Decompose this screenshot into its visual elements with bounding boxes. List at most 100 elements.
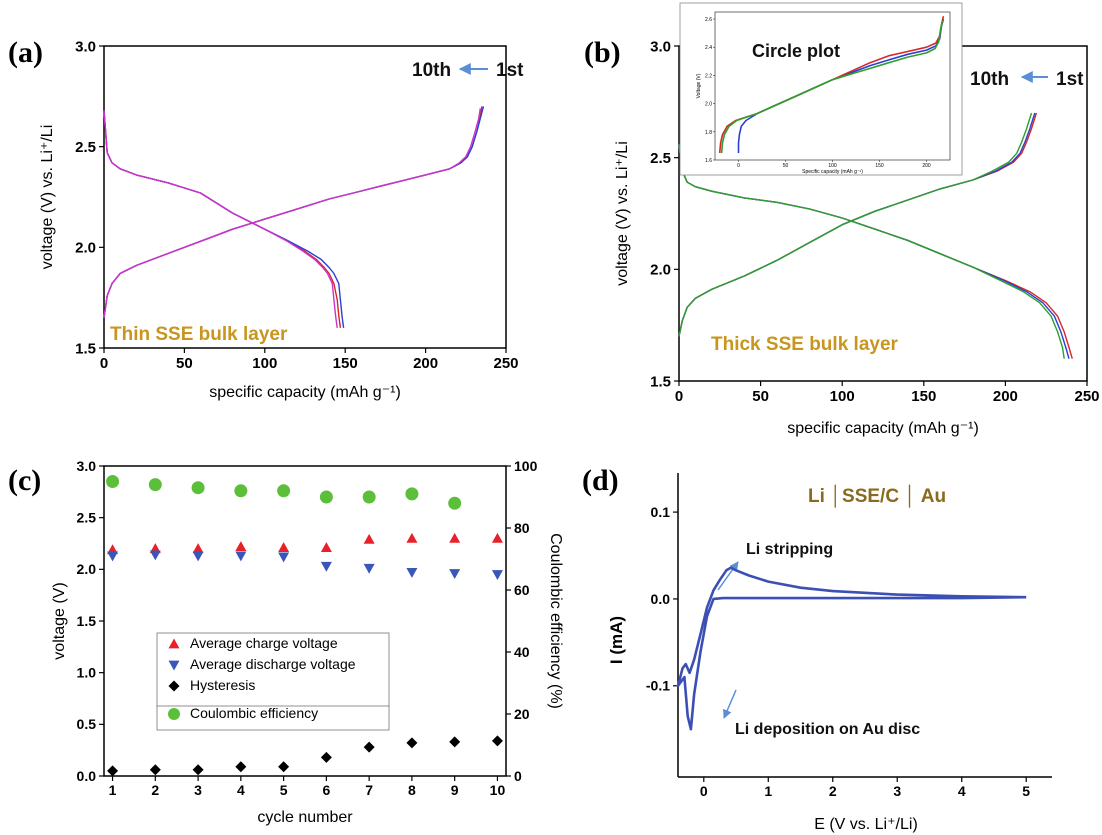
inset-background bbox=[679, 2, 963, 176]
panel-b-x-tick-label: 100 bbox=[830, 388, 855, 405]
panel-a-charge-line bbox=[103, 106, 483, 318]
panel-c-point-triangle-down bbox=[363, 563, 375, 574]
panel-c-y-tick-label: 0.5 bbox=[77, 716, 97, 732]
panel-c-y2-tick-label: 20 bbox=[514, 706, 530, 722]
panel-c-point-triangle-down bbox=[320, 561, 332, 572]
panel-c-point-triangle-up bbox=[449, 532, 461, 543]
panel-d-y-label: I (mA) bbox=[607, 616, 626, 664]
panel-b-x-tick-label: 50 bbox=[752, 388, 769, 405]
panel-b-y-tick-label: 1.5 bbox=[650, 373, 671, 390]
panel-c-point-diamond bbox=[406, 737, 418, 749]
panel-c-x-label: cycle number bbox=[257, 809, 353, 826]
panel-c-y2-tick-label: 60 bbox=[514, 582, 530, 598]
panel-c-point-triangle-down bbox=[235, 551, 247, 562]
inset-y-tick-label: 2.0 bbox=[705, 102, 712, 108]
inset-y-label: Voltage (V) bbox=[696, 73, 702, 98]
panel-c-x-tick-label: 1 bbox=[109, 782, 117, 798]
panel-c-point-diamond bbox=[363, 741, 375, 753]
inset-x-tick-label: 200 bbox=[922, 163, 931, 169]
panel-d-x-tick-label: 5 bbox=[1022, 783, 1030, 799]
panel-a-charge-line bbox=[103, 106, 485, 318]
panel-a-discharge-line bbox=[103, 110, 338, 328]
panel-c-point-triangle-down bbox=[107, 551, 119, 562]
panel-d-x-tick-label: 0 bbox=[700, 783, 708, 799]
panel-b-letter: (b) bbox=[584, 36, 621, 69]
panel-c-point-triangle-up bbox=[192, 543, 204, 554]
inset-x-tick-label: 0 bbox=[737, 163, 740, 169]
panel-d-stripping-label: Li stripping bbox=[746, 541, 833, 558]
panel-c-x-tick-label: 9 bbox=[451, 782, 459, 798]
panel-b-y-tick-label: 2.5 bbox=[650, 150, 671, 167]
panel-b-order-label: 10th bbox=[970, 69, 1009, 90]
panel-c-legend-marker-triangle-down bbox=[168, 660, 180, 671]
panel-d-y-tick-label: 0.0 bbox=[651, 591, 671, 607]
panel-b-x-label: specific capacity (mAh g⁻¹) bbox=[787, 420, 979, 437]
inset-y-tick-label: 1.6 bbox=[705, 158, 712, 164]
panel-c-point-triangle-down bbox=[192, 551, 204, 562]
panel-a-order-label: 10th bbox=[412, 60, 451, 81]
panel-a-y-tick-label: 2.0 bbox=[75, 240, 96, 257]
panel-a-discharge-line bbox=[103, 110, 345, 328]
panel-d-x-label: E (V vs. Li⁺/Li) bbox=[814, 816, 918, 833]
panel-b-y-tick-label: 3.0 bbox=[650, 38, 671, 55]
panel-a-layer-label: Thin SSE bulk layer bbox=[110, 324, 288, 345]
panel-b-order-end: 1st bbox=[1056, 69, 1084, 90]
panel-a-y-tick-label: 2.5 bbox=[75, 139, 96, 156]
panel-c-legend-marker-diamond bbox=[168, 680, 180, 692]
panel-c-y2-tick-label: 80 bbox=[514, 520, 530, 536]
panel-c-x-tick-label: 6 bbox=[322, 782, 330, 798]
panel-c-letter: (c) bbox=[8, 464, 41, 497]
panel-c-point-diamond bbox=[320, 751, 332, 763]
panel-d-y-tick-label: -0.1 bbox=[646, 678, 670, 694]
panel-b-x-tick-label: 250 bbox=[1074, 388, 1099, 405]
panel-d-x-tick-label: 2 bbox=[829, 783, 837, 799]
panel-c-point-diamond bbox=[107, 765, 119, 777]
panel-c-y-tick-label: 2.5 bbox=[77, 510, 97, 526]
panel-c-y2-label: Coulombic efficiency (%) bbox=[547, 533, 564, 709]
panel-b-x-tick-label: 0 bbox=[675, 388, 683, 405]
panel-a-x-tick-label: 250 bbox=[493, 355, 518, 372]
panel-a-y-tick-label: 3.0 bbox=[75, 38, 96, 55]
panel-b-charge-line bbox=[678, 112, 1033, 337]
panel-c-point-triangle-up bbox=[491, 532, 503, 543]
panel-a-order-end: 1st bbox=[496, 60, 524, 81]
panel-c-point-triangle-up bbox=[235, 541, 247, 551]
inset-x-label: Specific capacity (mAh g⁻¹) bbox=[802, 169, 863, 175]
panel-d-deposition-arrow bbox=[723, 689, 737, 719]
panel-c-point-circle bbox=[148, 478, 162, 492]
panel-a-x-tick-label: 100 bbox=[252, 355, 277, 372]
panel-d-x-tick-label: 1 bbox=[764, 783, 772, 799]
inset-y-tick-label: 2.2 bbox=[705, 73, 712, 79]
panel-c-x-tick-label: 10 bbox=[490, 782, 506, 798]
panel-c-point-circle bbox=[319, 490, 333, 504]
panel-c-point-diamond bbox=[449, 736, 461, 748]
panel-c-legend-label: Hysteresis bbox=[190, 677, 255, 693]
panel-c-y2-tick-label: 0 bbox=[514, 768, 522, 784]
inset-title: Circle plot bbox=[752, 41, 840, 61]
panel-a-letter: (a) bbox=[8, 36, 43, 69]
panel-c-point-diamond bbox=[149, 764, 161, 776]
panel-c-y-tick-label: 3.0 bbox=[77, 458, 97, 474]
panel-c-legend-label: Coulombic efficiency bbox=[190, 705, 318, 721]
panel-c-point-circle bbox=[405, 487, 419, 501]
panel-d-y-tick-label: 0.1 bbox=[651, 504, 671, 520]
panel-d-x-tick-label: 3 bbox=[893, 783, 901, 799]
inset-y-tick-label: 1.8 bbox=[705, 130, 712, 136]
panel-a-x-tick-label: 200 bbox=[413, 355, 438, 372]
inset-series-line bbox=[720, 20, 944, 154]
panel-c-legend-box-2 bbox=[156, 705, 390, 731]
panel-b-discharge-line bbox=[678, 144, 1073, 359]
panel-c-point-triangle-down bbox=[278, 552, 290, 563]
panel-b-y-label: voltage (V) vs. Li⁺/Li bbox=[614, 141, 631, 286]
panel-a-charge-line bbox=[103, 108, 481, 318]
panel-c-point-triangle-up bbox=[363, 533, 375, 544]
panel-a-x-tick-label: 0 bbox=[100, 355, 108, 372]
panel-c-point-circle bbox=[191, 481, 205, 495]
panel-c-legend-marker-circle bbox=[168, 708, 180, 720]
panel-c-point-circle bbox=[277, 484, 291, 498]
panel-b-y-tick-label: 2.0 bbox=[650, 262, 671, 279]
panel-d-x-tick-label: 4 bbox=[958, 783, 966, 799]
panel-c-point-triangle-up bbox=[406, 532, 418, 543]
